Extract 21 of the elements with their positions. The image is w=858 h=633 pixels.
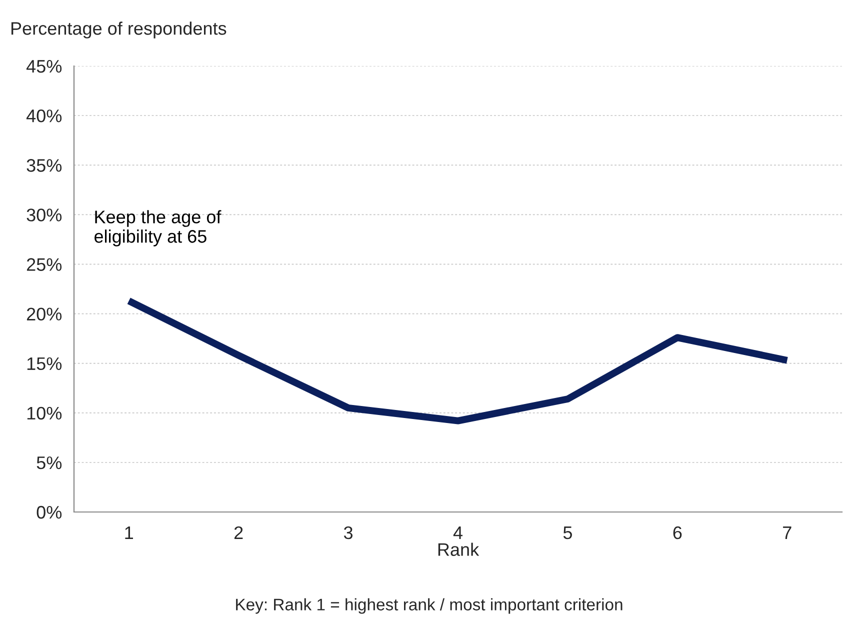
x-axis-title: Rank <box>438 542 480 556</box>
x-tick-label: 3 <box>344 526 353 540</box>
y-tick-label: 45% <box>26 60 62 73</box>
y-tick-label: 20% <box>26 308 62 320</box>
x-tick-label: 6 <box>673 526 682 540</box>
y-tick-label: 15% <box>27 357 62 370</box>
text: Keep the age of eligibility at 65 <box>94 210 222 246</box>
y-tick-label: 30% <box>26 208 62 222</box>
y-tick-label: 25% <box>26 258 62 271</box>
y-tick-label: 35% <box>26 159 62 172</box>
x-tick-label: 7 <box>783 526 792 539</box>
y-tick-label: 40% <box>26 109 62 122</box>
x-tick-label: 2 <box>234 526 243 539</box>
y-tick-label: 5% <box>36 456 62 470</box>
x-tick-label: 5 <box>563 526 572 540</box>
x-tick-label: 4 <box>453 526 462 539</box>
text: Key: Rank 1 = highest rank / most important criterion <box>236 598 622 614</box>
x-tick-label: 1 <box>125 526 133 539</box>
y-tick-label: 10% <box>27 406 62 420</box>
y-tick-label: 0% <box>36 506 62 519</box>
y-axis-title: Percentage of respondents <box>11 22 226 38</box>
